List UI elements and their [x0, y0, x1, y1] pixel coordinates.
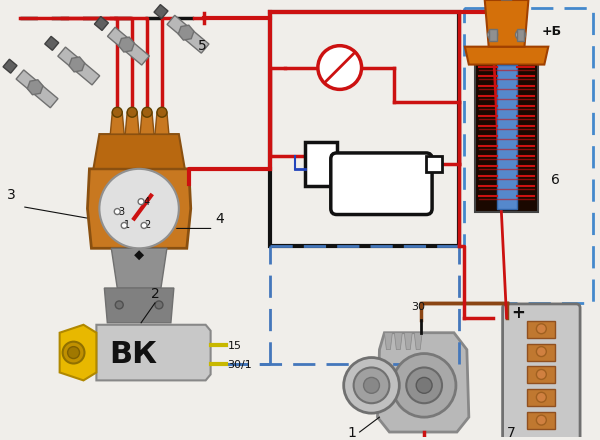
Polygon shape: [59, 325, 97, 381]
Circle shape: [406, 367, 442, 403]
Polygon shape: [3, 59, 17, 73]
Polygon shape: [414, 333, 422, 350]
Polygon shape: [94, 16, 109, 30]
Text: 4: 4: [144, 197, 150, 207]
Circle shape: [318, 46, 362, 89]
Text: 5: 5: [198, 39, 206, 53]
Polygon shape: [385, 333, 392, 350]
Polygon shape: [69, 57, 85, 72]
Circle shape: [68, 347, 80, 359]
Polygon shape: [489, 29, 497, 41]
Polygon shape: [16, 70, 58, 108]
Polygon shape: [97, 325, 211, 381]
Circle shape: [155, 301, 163, 309]
Circle shape: [141, 223, 147, 228]
Polygon shape: [58, 47, 100, 85]
Text: ВК: ВК: [109, 340, 157, 369]
Polygon shape: [104, 288, 174, 323]
Circle shape: [353, 367, 389, 403]
FancyBboxPatch shape: [503, 304, 580, 440]
Text: +Б: +Б: [541, 25, 562, 38]
Circle shape: [344, 358, 400, 413]
Circle shape: [488, 30, 497, 40]
Text: 3: 3: [118, 206, 124, 216]
Polygon shape: [485, 0, 529, 47]
Text: 3: 3: [7, 187, 16, 202]
Polygon shape: [88, 169, 191, 248]
Circle shape: [416, 378, 432, 393]
Polygon shape: [45, 37, 59, 50]
Circle shape: [115, 301, 123, 309]
Polygon shape: [154, 4, 168, 18]
Text: 1: 1: [347, 426, 356, 440]
Circle shape: [392, 354, 456, 417]
Text: 4: 4: [215, 213, 224, 227]
Text: 6: 6: [551, 173, 560, 187]
Polygon shape: [475, 53, 538, 212]
Polygon shape: [28, 80, 43, 95]
Polygon shape: [107, 27, 149, 65]
Polygon shape: [111, 248, 167, 288]
Polygon shape: [527, 321, 555, 337]
Circle shape: [127, 107, 137, 117]
Polygon shape: [305, 142, 337, 186]
Circle shape: [515, 30, 526, 40]
Polygon shape: [178, 25, 194, 40]
Polygon shape: [517, 29, 524, 41]
Polygon shape: [527, 412, 555, 429]
Circle shape: [536, 347, 547, 356]
Polygon shape: [527, 344, 555, 360]
Circle shape: [62, 341, 85, 363]
Text: 30/1: 30/1: [227, 360, 252, 370]
Circle shape: [536, 415, 547, 425]
Circle shape: [100, 169, 179, 248]
Circle shape: [114, 209, 120, 215]
Text: 7: 7: [506, 426, 515, 440]
Polygon shape: [426, 156, 442, 172]
Text: 30: 30: [411, 302, 425, 312]
FancyBboxPatch shape: [331, 153, 432, 215]
Circle shape: [536, 324, 547, 334]
Circle shape: [138, 198, 144, 205]
Text: 2: 2: [144, 220, 150, 231]
Polygon shape: [497, 65, 517, 209]
Circle shape: [536, 392, 547, 402]
Polygon shape: [94, 134, 185, 169]
Polygon shape: [155, 112, 169, 134]
Circle shape: [364, 378, 379, 393]
Polygon shape: [119, 37, 134, 52]
Circle shape: [142, 107, 152, 117]
Polygon shape: [377, 333, 469, 432]
Text: 15: 15: [227, 341, 241, 351]
Polygon shape: [134, 250, 144, 260]
Polygon shape: [140, 112, 154, 134]
Polygon shape: [527, 389, 555, 406]
Polygon shape: [394, 333, 402, 350]
Polygon shape: [404, 333, 412, 350]
Text: 1: 1: [124, 220, 130, 231]
Polygon shape: [125, 112, 139, 134]
Polygon shape: [110, 112, 124, 134]
Circle shape: [536, 370, 547, 379]
Circle shape: [121, 223, 127, 228]
Text: 2: 2: [151, 287, 160, 301]
Polygon shape: [527, 367, 555, 383]
Text: +: +: [512, 304, 526, 322]
Polygon shape: [167, 15, 209, 53]
Circle shape: [112, 107, 122, 117]
Circle shape: [157, 107, 167, 117]
Polygon shape: [465, 47, 548, 65]
